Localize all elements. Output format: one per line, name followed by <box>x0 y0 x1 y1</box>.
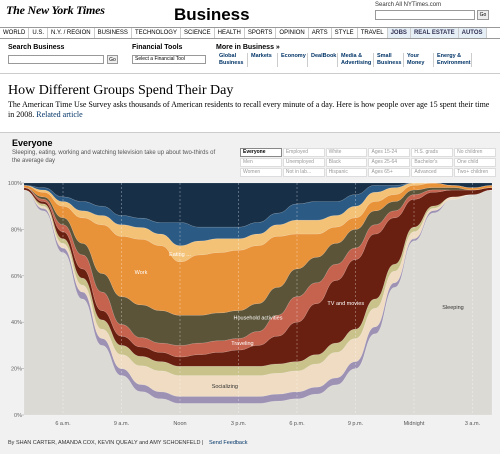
business-link-global-business[interactable]: Global Business <box>216 53 248 67</box>
group-option-h-s-grads[interactable]: H.S. grads <box>411 148 454 157</box>
group-option-white[interactable]: White <box>325 148 368 157</box>
send-feedback-link[interactable]: Send Feedback <box>208 440 248 446</box>
section-nav: WORLD U.S. N.Y. / REGION BUSINESS TECHNOLOGY… <box>0 27 500 39</box>
footer: By SHAN CARTER, AMANDA COX, KEVIN QUEALY… <box>8 440 248 446</box>
x-tick-label: Midnight <box>404 421 425 427</box>
search-business-heading: Search Business <box>8 44 65 51</box>
nav-business[interactable]: BUSINESS <box>95 28 132 38</box>
business-link-your-money[interactable]: Your Money <box>404 53 434 67</box>
group-option-hispanic[interactable]: Hispanic <box>325 168 368 177</box>
series-label-eating-: Eating ... <box>169 252 191 258</box>
y-tick-label: 0% <box>14 413 22 419</box>
intro-text: The American Time Use Survey asks thousa… <box>8 100 490 119</box>
section-title[interactable]: Business <box>174 5 250 24</box>
site-search-go-button[interactable]: Go <box>477 10 489 20</box>
nav-travel[interactable]: TRAVEL <box>358 28 388 38</box>
nyt-logo[interactable]: The New York Times <box>6 3 105 17</box>
group-option-unemployed[interactable]: Unemployed <box>282 158 325 167</box>
article-title: How Different Groups Spend Their Day <box>8 83 234 98</box>
search-business-input[interactable] <box>8 55 104 64</box>
business-link-media-advertising[interactable]: Media & Advertising <box>338 53 374 67</box>
nav-sports[interactable]: SPORTS <box>245 28 277 38</box>
group-option-ages-65-[interactable]: Ages 65+ <box>368 168 411 177</box>
series-label-household-activities: Household activities <box>234 316 283 322</box>
nav-technology[interactable]: TECHNOLOGY <box>132 28 181 38</box>
group-selector: Everyone Employed White Ages 15-24 H.S. grad… <box>240 148 496 177</box>
group-option-two-children[interactable]: Two+ children <box>454 168 496 177</box>
related-article-link[interactable]: Related article <box>36 110 83 119</box>
business-link-economy[interactable]: Economy <box>278 53 308 67</box>
group-option-advanced[interactable]: Advanced <box>411 168 454 177</box>
group-option-everyone[interactable]: Everyone <box>240 148 282 157</box>
business-link-markets[interactable]: Markets <box>248 53 278 67</box>
site-search: Search All NYTimes.com Go <box>375 2 489 20</box>
series-label-traveling: Traveling <box>231 341 253 347</box>
nav-real-estate[interactable]: REAL ESTATE <box>410 28 459 38</box>
nav-opinion[interactable]: OPINION <box>276 28 309 38</box>
y-tick-label: 80% <box>11 227 22 233</box>
group-option-men[interactable]: Men <box>240 158 282 167</box>
nav-n-y-region[interactable]: N.Y. / REGION <box>48 28 95 38</box>
group-option-women[interactable]: Women <box>240 168 282 177</box>
business-link-energy-environment[interactable]: Energy & Environment <box>434 53 472 67</box>
article-intro: The American Time Use Survey asks thousa… <box>8 100 496 120</box>
group-option-ages-25-64[interactable]: Ages 25-64 <box>368 158 411 167</box>
site-search-label: Search All NYTimes.com <box>375 2 442 8</box>
group-option-one-child[interactable]: One child <box>454 158 496 167</box>
financial-tool-select[interactable]: Select a Financial Tool <box>132 55 206 64</box>
group-option-no-children[interactable]: No children <box>454 148 496 157</box>
x-tick-label: 6 a.m. <box>55 421 71 427</box>
group-option-black[interactable]: Black <box>325 158 368 167</box>
nav-jobs[interactable]: JOBS <box>387 28 411 38</box>
series-label-sleeping: Sleeping <box>442 305 463 311</box>
business-subnav: Search Business Go Financial Tools Selec… <box>0 41 500 74</box>
x-tick-label: 3 a.m. <box>465 421 481 427</box>
group-option-bachelor-s[interactable]: Bachelor's <box>411 158 454 167</box>
nav-u-s-[interactable]: U.S. <box>29 28 49 38</box>
x-tick-label: Noon <box>173 421 186 427</box>
group-description: Sleeping, eating, working and watching t… <box>12 150 216 164</box>
series-label-socializing: Socializing <box>212 384 238 390</box>
series-label-work: Work <box>135 270 148 276</box>
credits: By SHAN CARTER, AMANDA COX, KEVIN QUEALY… <box>8 440 201 446</box>
series-label-tv-and-movies: TV and movies <box>327 301 364 307</box>
time-use-chart: 0% 20% 40% 60% 80% 100% 6 a.m. 9 a.m. Noon 3 p.m.… <box>8 181 493 427</box>
financial-tools-heading: Financial Tools <box>132 44 183 51</box>
nav-science[interactable]: SCIENCE <box>181 28 215 38</box>
nav-style[interactable]: STYLE <box>332 28 358 38</box>
site-search-input[interactable] <box>375 10 475 20</box>
y-tick-label: 40% <box>11 320 22 326</box>
business-link-dealbook[interactable]: DealBook <box>308 53 338 67</box>
group-option-not-in-lab-[interactable]: Not in lab... <box>282 168 325 177</box>
masthead: The New York Times Business Search All N… <box>0 0 500 26</box>
y-tick-label: 60% <box>11 274 22 280</box>
nav-health[interactable]: HEALTH <box>215 28 245 38</box>
group-option-ages-15-24[interactable]: Ages 15-24 <box>368 148 411 157</box>
y-tick-label: 100% <box>8 181 22 187</box>
x-tick-label: 9 a.m. <box>114 421 130 427</box>
search-business-go-button[interactable]: Go <box>107 55 118 64</box>
x-tick-label: 3 p.m. <box>231 421 247 427</box>
more-in-business-heading: More in Business » <box>216 44 280 51</box>
x-tick-label: 9 p.m. <box>348 421 364 427</box>
nav-arts[interactable]: ARTS <box>309 28 332 38</box>
business-link-small-business[interactable]: Small Business <box>374 53 404 67</box>
group-title: Everyone <box>12 138 53 148</box>
nav-autos[interactable]: AUTOS <box>458 28 487 38</box>
more-in-business-links: Global Business Markets Economy DealBook Med… <box>216 53 472 67</box>
x-tick-label: 6 p.m. <box>289 421 305 427</box>
y-tick-label: 20% <box>11 367 22 373</box>
group-option-employed[interactable]: Employed <box>282 148 325 157</box>
nav-world[interactable]: WORLD <box>0 28 30 38</box>
